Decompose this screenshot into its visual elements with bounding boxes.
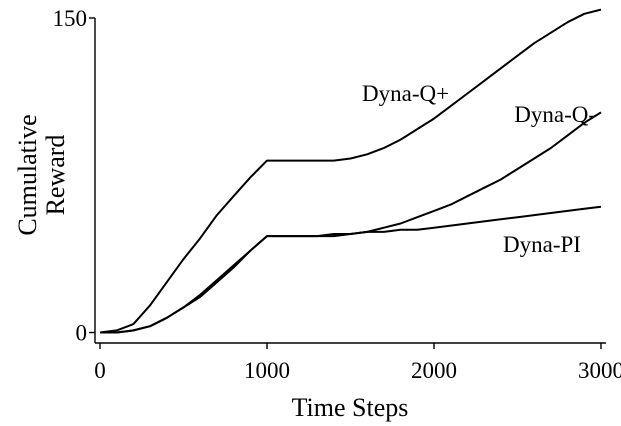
label-dyna-q-: Dyna-Q+ (362, 81, 449, 106)
y-axis-label: Cumulative Reward (13, 114, 70, 235)
y-tick-label-1: 150 (53, 6, 88, 31)
x-tick-label-3: 3000 (578, 358, 621, 383)
x-tick-label-1: 1000 (244, 358, 290, 383)
x-tick-label-2: 2000 (411, 358, 457, 383)
axes (94, 18, 606, 344)
y-axis-label-line-1: Cumulative (13, 114, 42, 235)
x-axis-label: Time Steps (292, 393, 409, 422)
annotation-layer: Dyna-Q+ Dyna-Q- Dyna-PI (362, 81, 596, 257)
series-layer (99, 8, 602, 334)
series-line-dyna-q- (99, 8, 602, 334)
label-dyna-pi: Dyna-PI (503, 232, 581, 257)
series-line-dyna-q- (100, 111, 602, 334)
y-axis-label-line-2: Reward (41, 135, 70, 216)
series-line-dyna-pi (100, 205, 602, 334)
y-tick-label-0: 0 (76, 321, 88, 346)
ticks: 0 1000 2000 3000 0 150 (53, 6, 621, 383)
label-dyna-q-: Dyna-Q- (514, 102, 596, 127)
x-tick-label-0: 0 (94, 358, 106, 383)
